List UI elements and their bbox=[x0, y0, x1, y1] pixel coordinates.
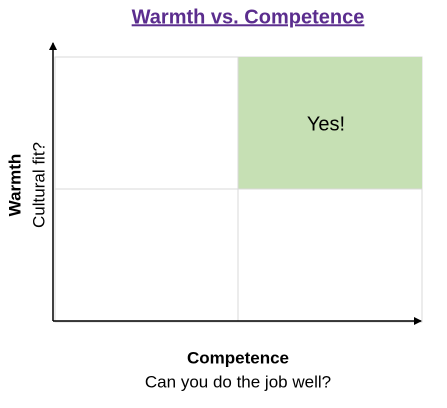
y-axis-sublabel: Cultural fit? bbox=[29, 142, 48, 228]
quadrant-highlight bbox=[238, 57, 422, 189]
quadrant-label: Yes! bbox=[307, 113, 345, 135]
title: Warmth vs. Competence bbox=[132, 6, 365, 28]
y-axis-label: Warmth bbox=[5, 154, 24, 217]
x-axis-label: Competence bbox=[187, 348, 289, 367]
x-axis-sublabel: Can you do the job well? bbox=[145, 372, 331, 391]
